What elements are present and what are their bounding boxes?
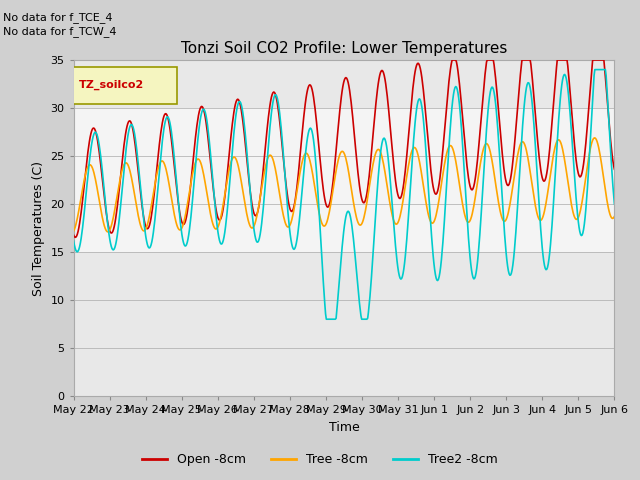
Text: No data for f_TCE_4: No data for f_TCE_4 (3, 12, 113, 23)
Y-axis label: Soil Temperatures (C): Soil Temperatures (C) (32, 160, 45, 296)
Legend: Open -8cm, Tree -8cm, Tree2 -8cm: Open -8cm, Tree -8cm, Tree2 -8cm (137, 448, 503, 471)
Title: Tonzi Soil CO2 Profile: Lower Temperatures: Tonzi Soil CO2 Profile: Lower Temperatur… (181, 41, 507, 56)
FancyBboxPatch shape (68, 67, 177, 104)
Text: No data for f_TCW_4: No data for f_TCW_4 (3, 26, 116, 37)
Bar (74, 108, 614, 252)
Text: TZ_soilco2: TZ_soilco2 (79, 80, 144, 90)
X-axis label: Time: Time (328, 420, 360, 433)
